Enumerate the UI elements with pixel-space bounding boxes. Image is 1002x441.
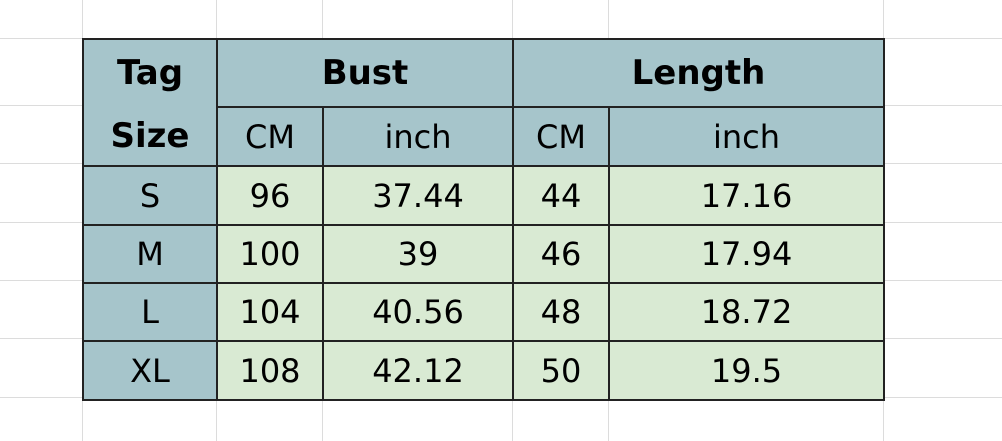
bust-cm-cell: 108	[216, 340, 324, 401]
bust-inch-cell: 42.12	[322, 340, 514, 401]
length-inch-cell: 17.16	[608, 165, 885, 226]
length-cm-cell: 46	[512, 224, 610, 284]
bust-inch-cell: 37.44	[322, 165, 514, 226]
table-row: XL 108 42.12 50 19.5	[82, 340, 885, 401]
length-inch-cell: 19.5	[608, 340, 885, 401]
bust-inch-header: inch	[322, 106, 514, 167]
length-cm-cell: 48	[512, 282, 610, 342]
length-header: Length	[512, 37, 885, 109]
bust-cm-cell: 96	[216, 165, 324, 226]
bust-cm-cell: 100	[216, 224, 324, 284]
bust-header: Bust	[216, 37, 514, 109]
length-inch-header: inch	[608, 106, 885, 167]
size-chart-table: Tag Size Bust Length CM inch CM inch S 9…	[82, 37, 885, 401]
length-inch-cell: 17.94	[608, 224, 885, 284]
length-cm-header: CM	[512, 106, 610, 167]
bust-cm-header: CM	[216, 106, 324, 167]
table-row: L 104 40.56 48 18.72	[82, 282, 885, 342]
length-cm-cell: 50	[512, 340, 610, 401]
size-cell: S	[82, 165, 218, 226]
bust-cm-cell: 104	[216, 282, 324, 342]
size-cell: M	[82, 224, 218, 284]
bust-inch-cell: 39	[322, 224, 514, 284]
length-cm-cell: 44	[512, 165, 610, 226]
table-row: S 96 37.44 44 17.16	[82, 165, 885, 226]
size-cell: XL	[82, 340, 218, 401]
length-inch-cell: 18.72	[608, 282, 885, 342]
tag-size-header: Tag Size	[82, 38, 218, 167]
size-cell: L	[82, 282, 218, 342]
table-row: M 100 39 46 17.94	[82, 224, 885, 284]
bust-inch-cell: 40.56	[322, 282, 514, 342]
